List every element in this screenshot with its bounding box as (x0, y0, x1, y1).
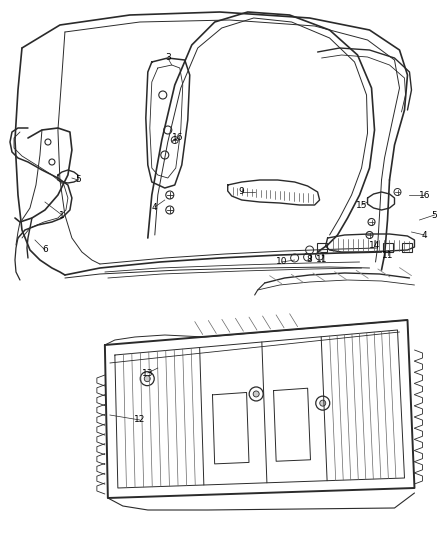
Circle shape (316, 252, 324, 260)
Circle shape (159, 91, 167, 99)
Bar (382, 243, 392, 252)
Circle shape (166, 191, 174, 199)
Text: 16: 16 (419, 190, 430, 199)
Circle shape (166, 206, 174, 214)
Text: 5: 5 (75, 175, 81, 184)
Text: 15: 15 (356, 200, 367, 209)
Circle shape (144, 376, 150, 382)
Circle shape (306, 246, 314, 254)
Circle shape (368, 219, 375, 225)
Circle shape (164, 126, 172, 134)
Circle shape (316, 396, 330, 410)
Circle shape (320, 400, 326, 406)
Text: 9: 9 (239, 188, 244, 197)
Circle shape (249, 387, 263, 401)
Text: 11: 11 (382, 251, 393, 260)
Text: 13: 13 (142, 368, 154, 377)
Text: 4: 4 (152, 203, 158, 212)
Circle shape (140, 372, 154, 386)
Text: 11: 11 (316, 255, 327, 264)
Text: 8: 8 (307, 255, 312, 264)
Circle shape (304, 253, 311, 261)
Bar (317, 243, 327, 252)
Text: 14: 14 (369, 240, 380, 249)
Circle shape (253, 391, 259, 397)
Circle shape (366, 231, 373, 238)
Circle shape (49, 159, 55, 165)
Text: 1: 1 (59, 211, 65, 220)
Text: 12: 12 (134, 416, 145, 424)
Circle shape (291, 254, 299, 262)
Bar (403, 243, 413, 252)
Text: 6: 6 (42, 246, 48, 254)
Circle shape (45, 139, 51, 145)
Text: 16: 16 (172, 133, 184, 142)
Circle shape (171, 136, 178, 143)
Text: 3: 3 (165, 53, 171, 62)
Text: 4: 4 (422, 230, 427, 239)
Circle shape (161, 151, 169, 159)
Text: 10: 10 (276, 257, 287, 266)
Circle shape (394, 189, 401, 196)
Text: 5: 5 (431, 211, 437, 220)
